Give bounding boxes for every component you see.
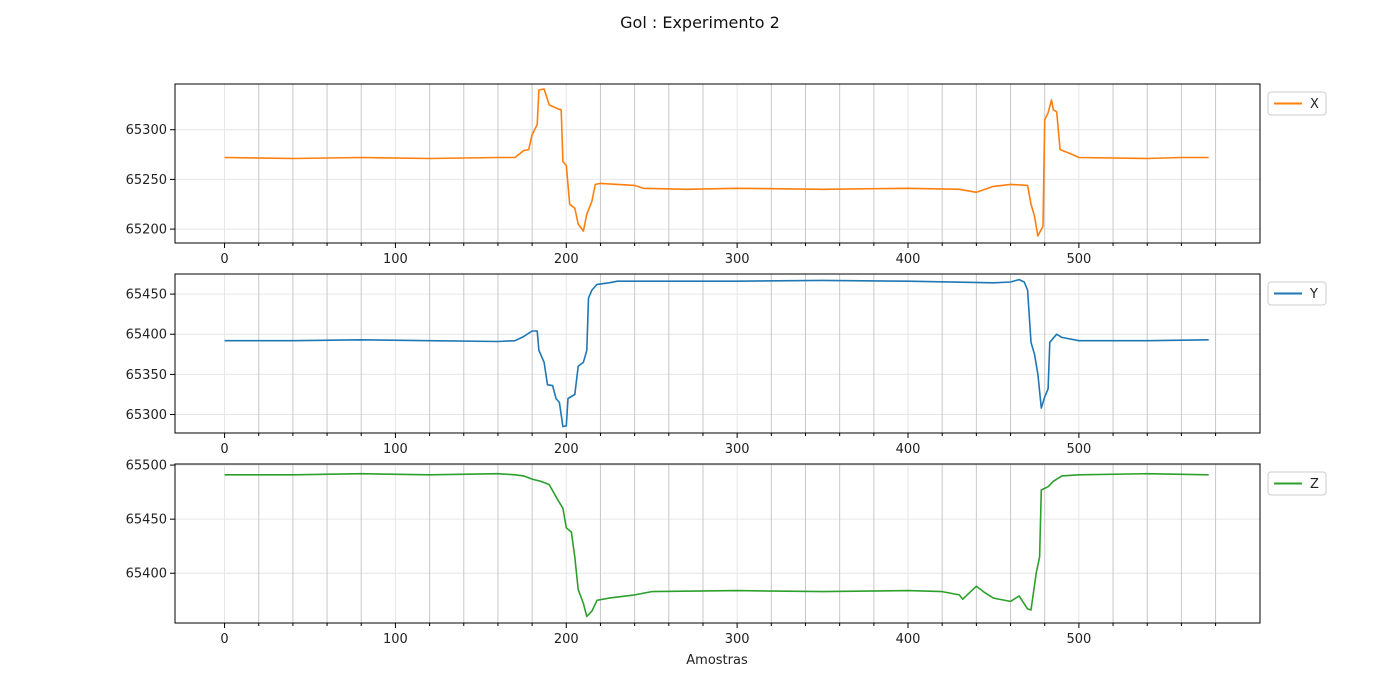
subplot-1: 0 100 200 300 400 500 65200 65250 65300 X (126, 83, 1327, 267)
x-tick-label: 100 (383, 442, 408, 457)
legend-label: Z (1310, 477, 1319, 492)
y-tick-label: 65400 (126, 567, 167, 582)
x-tick-label: 500 (1066, 252, 1091, 267)
x-tick-label: 300 (725, 442, 750, 457)
legend: X (1267, 91, 1327, 116)
x-tick-label: 400 (896, 442, 921, 457)
legend-label: X (1310, 97, 1319, 112)
x-tick-label: 500 (1066, 442, 1091, 457)
y-tick-label: 65450 (126, 513, 167, 528)
subplots: 0 100 200 300 400 500 65200 65250 65300 X 0 100 200 3… (126, 83, 1327, 647)
x-tick-label: 200 (554, 252, 579, 267)
series-line-x (224, 88, 1209, 237)
y-tick-label: 65500 (126, 459, 167, 474)
subplot-2: 0 100 200 300 400 500 65300 65350 65400 65450 Y (126, 273, 1327, 457)
axes-frame (174, 463, 1261, 624)
y-tick-label: 65300 (126, 123, 167, 138)
x-tick-label: 200 (554, 632, 579, 647)
x-tick-label: 300 (725, 632, 750, 647)
series-line-z (224, 472, 1209, 618)
y-tick-label: 65200 (126, 223, 167, 238)
y-tick-label: 65300 (126, 408, 167, 423)
x-tick-label: 0 (220, 442, 228, 457)
series-line-y (224, 278, 1209, 428)
y-tick-label: 65450 (126, 288, 167, 303)
x-tick-label: 500 (1066, 632, 1091, 647)
y-tick-label: 65400 (126, 328, 167, 343)
x-tick-label: 200 (554, 442, 579, 457)
x-tick-label: 0 (220, 252, 228, 267)
legend: Y (1267, 281, 1327, 306)
x-tick-label: 400 (896, 252, 921, 267)
x-tick-label: 0 (220, 632, 228, 647)
x-tick-label: 300 (725, 252, 750, 267)
x-tick-label: 100 (383, 252, 408, 267)
figure-title: Gol : Experimento 2 (620, 13, 780, 32)
y-tick-label: 65250 (126, 173, 167, 188)
axes-frame (174, 83, 1261, 244)
x-tick-label: 100 (383, 632, 408, 647)
legend: Z (1267, 471, 1327, 496)
axes-frame (174, 273, 1261, 434)
y-tick-label: 65350 (126, 368, 167, 383)
x-axis-label: Amostras (686, 653, 748, 668)
x-tick-label: 400 (896, 632, 921, 647)
subplot-3: 0 100 200 300 400 500 65400 65450 65500 Z (126, 459, 1327, 647)
legend-label: Y (1309, 287, 1318, 302)
